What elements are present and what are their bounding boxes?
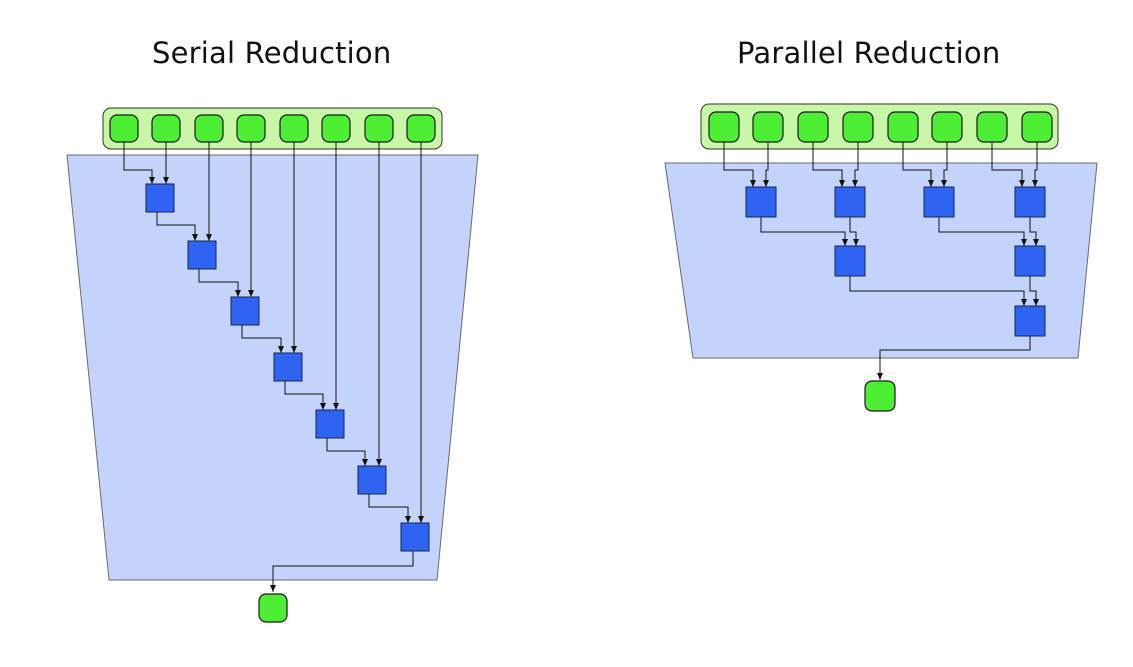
- serial-wire-output: [272, 551, 414, 592]
- parallel-wire-l2-1-arrowhead: [1021, 299, 1027, 306]
- parallel-wire-input-5: [902, 142, 932, 187]
- parallel-wire-input-3-arrowhead: [839, 180, 845, 187]
- parallel-wire-l1-2-arrowhead: [853, 239, 859, 246]
- serial-input-node: [151, 114, 181, 143]
- serial-operator-node: [315, 409, 345, 439]
- serial-wire-op-1: [156, 212, 196, 241]
- parallel-input-node: [797, 111, 829, 143]
- parallel-wire-input-6-arrowhead: [941, 180, 947, 187]
- parallel-wire-l2-2: [1029, 276, 1037, 306]
- serial-wire-op-2: [198, 269, 239, 297]
- serial-wire-op-1-arrowhead: [192, 234, 198, 241]
- serial-operator-node: [273, 352, 303, 382]
- serial-input-bar: [102, 107, 443, 150]
- parallel-wire-l1-1-arrowhead: [842, 239, 848, 246]
- serial-wire-input-6-arrowhead: [333, 403, 339, 410]
- serial-wire-op-3: [241, 325, 282, 353]
- parallel-input-node: [1021, 111, 1053, 143]
- serial-funnel: [66, 154, 479, 581]
- serial-wire-input-1-arrowhead: [149, 177, 155, 184]
- serial-wire-input-8-arrowhead: [418, 516, 424, 523]
- serial-input-node: [279, 114, 309, 143]
- parallel-reduction-title: Parallel Reduction: [737, 36, 1001, 70]
- serial-input-node: [236, 114, 266, 143]
- serial-wire-input-4-arrowhead: [248, 290, 254, 297]
- parallel-wire-l1-4-arrowhead: [1033, 239, 1039, 246]
- serial-reduction-title: Serial Reduction: [152, 36, 392, 70]
- parallel-wire-input-8-arrowhead: [1032, 180, 1038, 187]
- parallel-operator-node-level-2: [1014, 245, 1046, 277]
- parallel-wire-input-8: [1034, 142, 1038, 187]
- parallel-wire-input-1: [723, 142, 754, 187]
- serial-wire-op-4: [284, 381, 324, 410]
- serial-wire-input-5-arrowhead: [291, 346, 297, 353]
- serial-wire-op-2-arrowhead: [235, 290, 241, 297]
- parallel-wire-output: [879, 336, 1031, 380]
- parallel-operator-node-level-2: [834, 245, 866, 277]
- parallel-wire-output-arrowhead: [877, 373, 883, 380]
- serial-operator-node: [400, 522, 430, 552]
- parallel-wire-l1-3-arrowhead: [1021, 239, 1027, 246]
- parallel-wire-l2-1: [849, 276, 1025, 306]
- parallel-wire-input-7-arrowhead: [1019, 180, 1025, 187]
- serial-wire-output-arrowhead: [270, 585, 276, 592]
- parallel-input-node: [752, 111, 784, 143]
- serial-wire-op-6: [368, 494, 409, 523]
- serial-input-node: [321, 114, 351, 143]
- parallel-operator-node-level-1: [1014, 186, 1046, 218]
- serial-reduction-diagram: [66, 107, 479, 623]
- serial-wire-input-7-arrowhead: [376, 459, 382, 466]
- serial-input-node: [194, 114, 224, 143]
- parallel-wire-input-3: [812, 142, 843, 187]
- parallel-input-node: [842, 111, 874, 143]
- parallel-wire-input-6: [943, 142, 948, 187]
- serial-input-node: [109, 114, 139, 143]
- serial-output-node: [258, 593, 288, 623]
- serial-wire-op-5-arrowhead: [362, 459, 368, 466]
- serial-wire-op-6-arrowhead: [405, 516, 411, 523]
- parallel-input-node: [887, 111, 919, 143]
- parallel-wire-input-7: [991, 142, 1023, 187]
- serial-operator-node: [145, 183, 175, 213]
- serial-operator-node: [230, 296, 260, 326]
- parallel-input-node: [931, 111, 963, 143]
- parallel-input-bar: [700, 103, 1059, 150]
- parallel-wire-input-4-arrowhead: [852, 180, 858, 187]
- parallel-wire-input-2: [765, 142, 769, 187]
- parallel-operator-node-level-3: [1014, 305, 1046, 337]
- parallel-wire-input-1-arrowhead: [750, 180, 756, 187]
- serial-wire-op-3-arrowhead: [278, 346, 284, 353]
- parallel-wire-input-4: [854, 142, 859, 187]
- serial-wire-input-3-arrowhead: [206, 234, 212, 241]
- serial-operator-node: [357, 465, 387, 495]
- parallel-input-node: [708, 111, 740, 143]
- serial-input-node: [364, 114, 394, 143]
- serial-wire-op-4-arrowhead: [320, 403, 326, 410]
- serial-wire-op-5: [326, 438, 366, 466]
- parallel-operator-node-level-1: [834, 186, 866, 218]
- parallel-wire-l2-2-arrowhead: [1033, 299, 1039, 306]
- parallel-output-node: [864, 380, 896, 412]
- parallel-input-node: [976, 111, 1008, 143]
- parallel-operator-node-level-1: [745, 186, 777, 218]
- serial-wire-input-2-arrowhead: [163, 177, 169, 184]
- parallel-operator-node-level-1: [923, 186, 955, 218]
- parallel-wire-input-2-arrowhead: [763, 180, 769, 187]
- parallel-reduction-diagram: [664, 103, 1098, 412]
- serial-input-node: [406, 114, 436, 143]
- parallel-wire-input-5-arrowhead: [928, 180, 934, 187]
- serial-operator-node: [187, 240, 217, 270]
